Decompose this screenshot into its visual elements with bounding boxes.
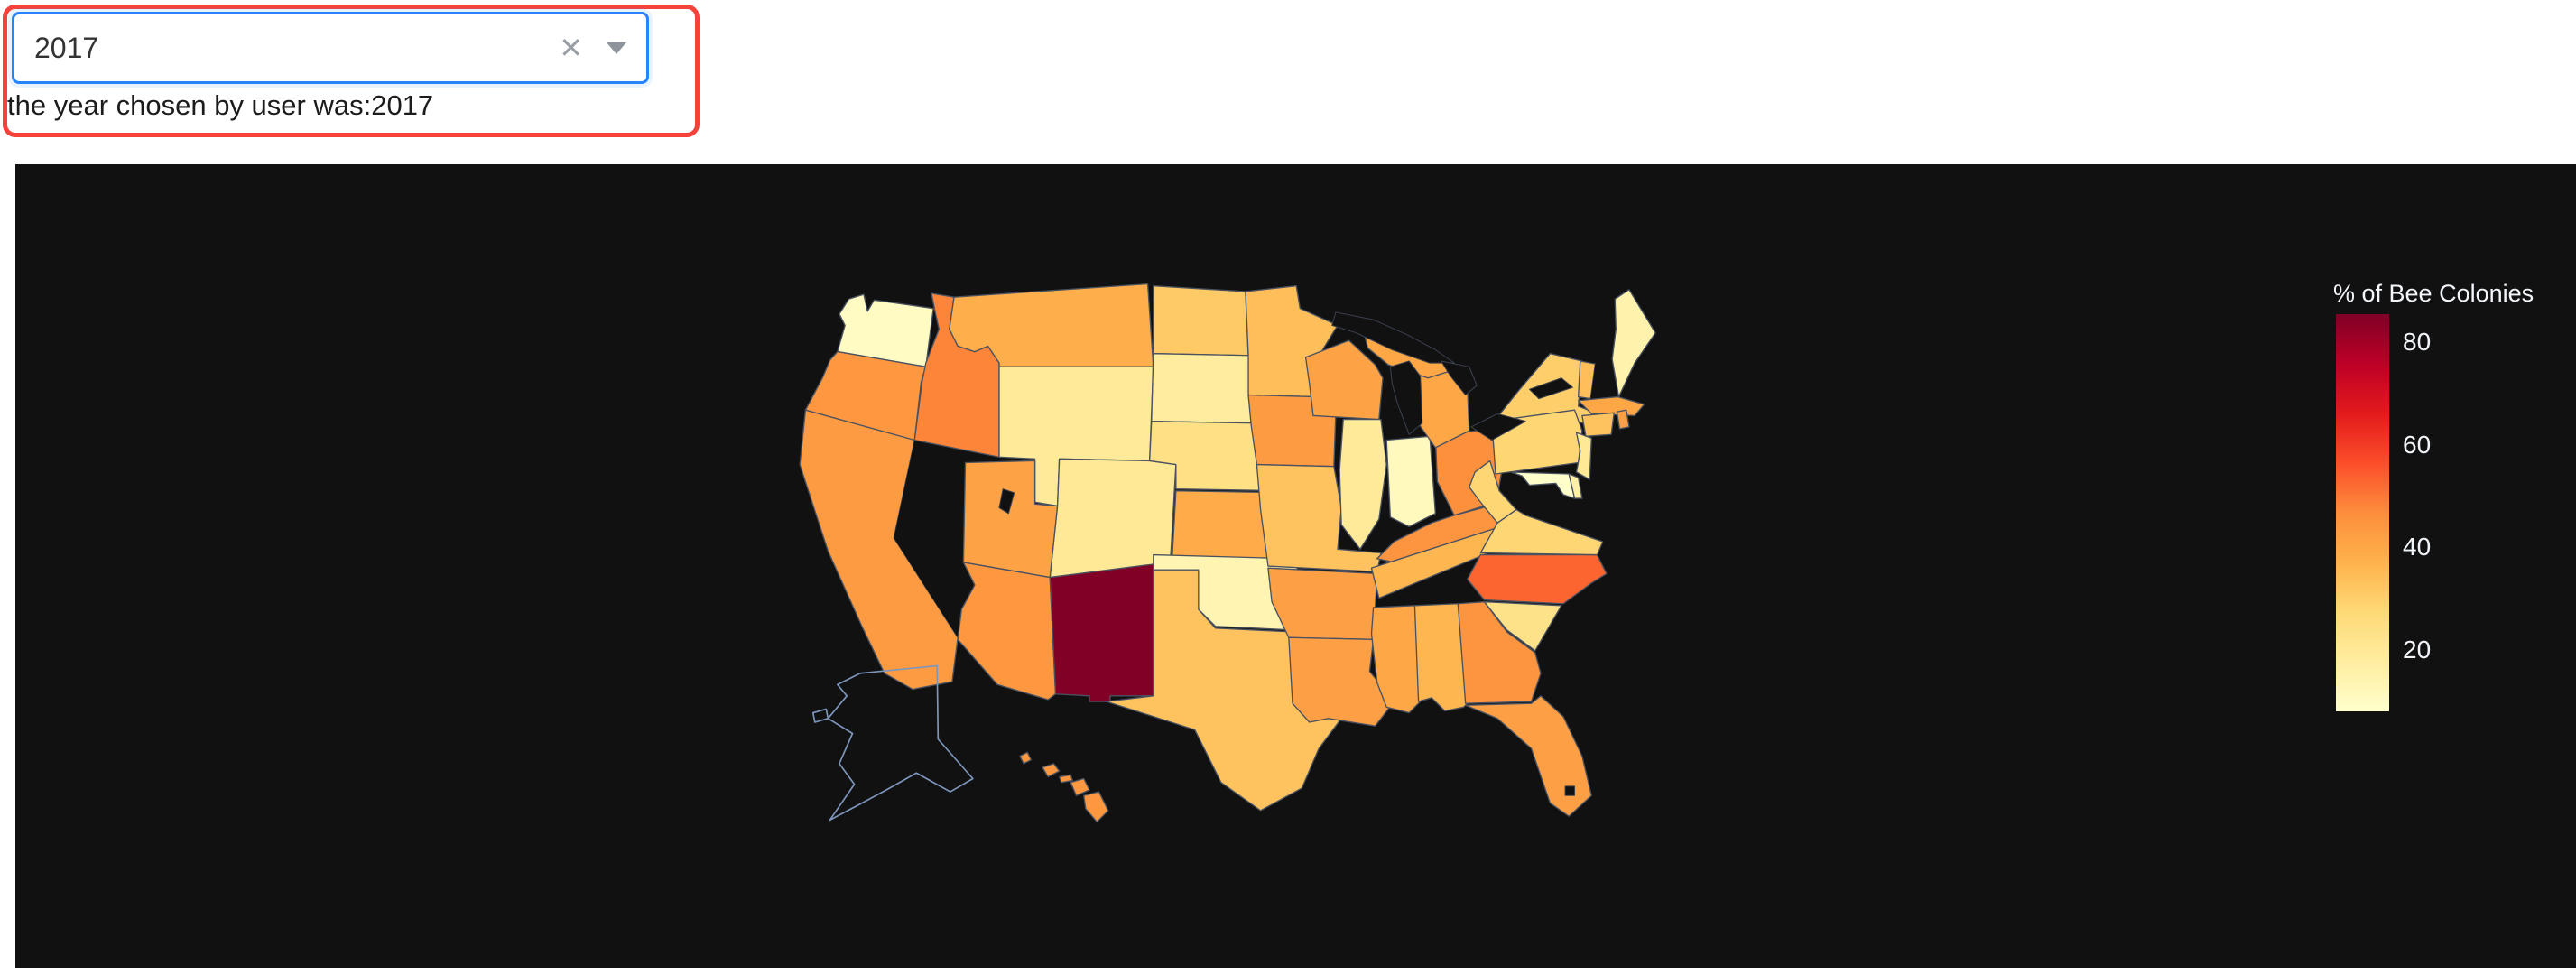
lake-huron xyxy=(1441,360,1478,396)
state-sc[interactable] xyxy=(1483,600,1562,652)
state-ri[interactable] xyxy=(1616,409,1630,430)
state-mo[interactable] xyxy=(1256,463,1382,573)
state-nc[interactable] xyxy=(1467,553,1608,605)
clear-icon[interactable]: ✕ xyxy=(559,32,583,64)
us-map xyxy=(799,283,1656,823)
lake-michigan xyxy=(1389,360,1423,435)
state-hi-hawaii[interactable] xyxy=(1083,791,1109,823)
chevron-down-icon[interactable] xyxy=(607,42,626,54)
state-sd[interactable] xyxy=(1151,352,1254,424)
state-il[interactable] xyxy=(1339,418,1387,551)
colorbar-tick-label: 40 xyxy=(2403,533,2432,562)
colorbar-tick-label: 80 xyxy=(2403,328,2432,357)
state-wi[interactable] xyxy=(1304,339,1384,421)
year-dropdown-value: 2017 xyxy=(34,31,99,64)
state-mt[interactable] xyxy=(949,283,1154,367)
state-nh[interactable] xyxy=(1590,358,1619,399)
state-ca[interactable] xyxy=(799,409,959,691)
state-wa[interactable] xyxy=(837,293,934,367)
state-in[interactable] xyxy=(1385,435,1437,528)
state-ak-island xyxy=(811,708,829,723)
lake-ontario xyxy=(1528,377,1573,400)
colorbar-tick-label: 20 xyxy=(2403,635,2432,664)
state-ct[interactable] xyxy=(1581,412,1615,438)
annotation-box xyxy=(3,5,700,137)
state-hi-molokai[interactable] xyxy=(1058,774,1073,784)
state-tx[interactable] xyxy=(1106,569,1342,812)
state-ar[interactable] xyxy=(1267,567,1378,641)
state-wv[interactable] xyxy=(1469,460,1517,524)
state-ma[interactable] xyxy=(1577,395,1645,417)
lake-erie xyxy=(1470,413,1526,441)
colorbar xyxy=(2336,314,2389,711)
state-me[interactable] xyxy=(1611,289,1656,398)
colorbar-tick-label: 60 xyxy=(2403,430,2432,459)
state-la[interactable] xyxy=(1288,636,1395,727)
states-group xyxy=(799,283,1656,823)
great-salt-lake xyxy=(998,488,1015,515)
state-nd[interactable] xyxy=(1153,284,1249,357)
state-nm[interactable] xyxy=(1049,563,1154,702)
state-hi-kauai[interactable] xyxy=(1019,751,1033,765)
state-de[interactable] xyxy=(1568,473,1583,499)
year-dropdown[interactable]: 2017 ✕ xyxy=(12,12,649,84)
caption-text: the year chosen by user was:2017 xyxy=(7,89,434,121)
state-hi-oahu[interactable] xyxy=(1042,763,1061,778)
state-fl[interactable] xyxy=(1464,695,1592,817)
state-md[interactable] xyxy=(1509,471,1576,499)
lakes-group xyxy=(998,311,1576,796)
state-ak[interactable] xyxy=(827,664,974,822)
lake-okeechobee xyxy=(1564,785,1576,796)
state-hi-maui[interactable] xyxy=(1070,777,1090,796)
choropleth-figure: % of Bee Colonies 20 40 60 80 xyxy=(15,164,2576,968)
state-nj[interactable] xyxy=(1575,432,1592,480)
colorbar-title: % of Bee Colonies xyxy=(2333,280,2534,307)
